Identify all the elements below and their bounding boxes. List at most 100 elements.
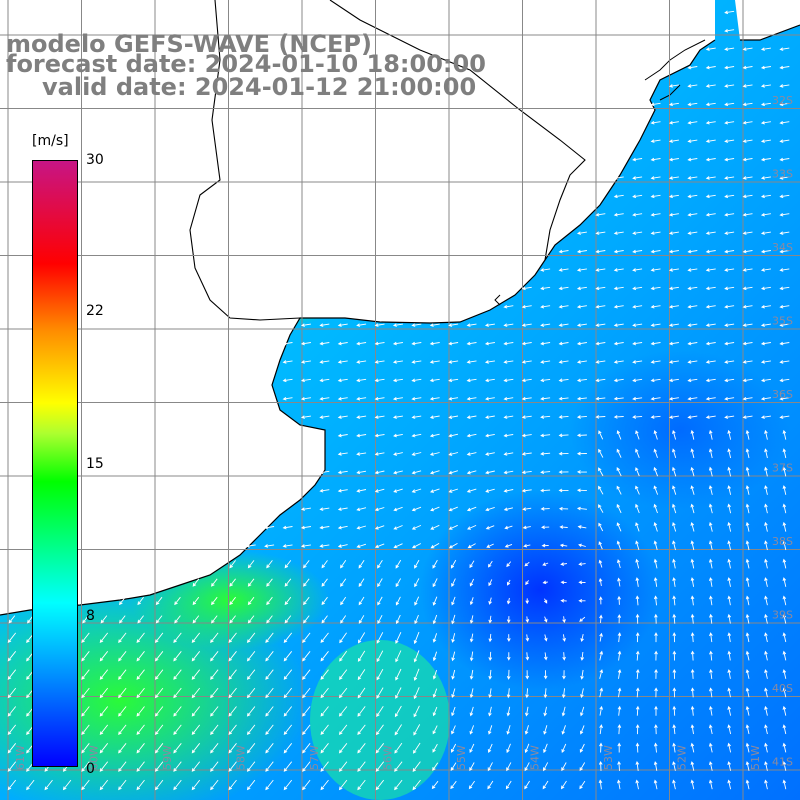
wind-arrow <box>764 577 768 587</box>
wind-arrow <box>745 540 750 551</box>
wind-arrow <box>559 543 568 548</box>
wind-arrow <box>617 632 622 643</box>
wind-arrow <box>488 706 492 717</box>
wind-arrow <box>764 503 768 514</box>
wind-arrow <box>595 268 606 272</box>
wind-arrow <box>99 724 109 736</box>
wind-arrow <box>672 705 677 716</box>
wind-arrow <box>357 743 366 754</box>
wind-arrow <box>211 615 218 624</box>
wind-arrow <box>595 360 606 364</box>
wind-arrow <box>377 614 383 625</box>
wind-arrow <box>356 396 367 401</box>
wind-arrow <box>617 577 621 587</box>
wind-arrow <box>653 558 658 569</box>
wind-arrow <box>617 724 622 735</box>
wind-arrow <box>340 615 347 624</box>
wind-arrow <box>779 231 790 235</box>
latitude-label: 39S <box>772 609 793 622</box>
wind-arrow <box>613 176 624 180</box>
wind-arrow <box>522 525 531 530</box>
wind-arrow <box>687 194 698 199</box>
wind-arrow <box>246 706 256 717</box>
wind-arrow <box>469 669 474 680</box>
wind-arrow <box>320 743 329 754</box>
colorbar-tick-8: 8 <box>86 608 95 624</box>
wind-arrow <box>599 632 603 642</box>
wind-arrow <box>599 650 604 661</box>
wind-arrow <box>635 742 640 753</box>
wind-arrow <box>375 779 385 791</box>
wind-arrow <box>357 706 366 717</box>
wind-arrow <box>506 743 511 754</box>
wind-arrow <box>392 415 403 419</box>
wind-arrow <box>779 268 790 272</box>
wind-arrow <box>708 466 713 477</box>
wind-arrow <box>668 360 679 364</box>
wind-arrow <box>562 670 566 680</box>
wind-arrow <box>485 525 495 530</box>
wind-arrow <box>431 780 439 790</box>
wind-arrow <box>690 613 695 624</box>
wind-arrow <box>488 579 493 587</box>
wind-arrow <box>99 779 109 791</box>
wind-arrow <box>635 668 640 679</box>
wind-arrow <box>524 706 529 717</box>
wind-arrow <box>451 651 456 662</box>
wind-arrow <box>118 761 127 772</box>
wind-arrow <box>451 578 456 588</box>
wind-arrow <box>724 212 735 217</box>
wind-arrow <box>576 433 587 438</box>
wind-arrow <box>617 760 621 771</box>
wind-arrow <box>506 706 511 717</box>
wind-arrow <box>448 506 458 512</box>
wind-arrow <box>672 742 676 753</box>
wind-arrow <box>650 396 661 401</box>
wind-arrow <box>562 634 566 642</box>
wind-arrow <box>356 378 367 383</box>
longitude-label: 57W <box>308 745 321 770</box>
wind-arrow <box>137 596 144 606</box>
wind-arrow <box>598 760 603 771</box>
wind-arrow <box>282 396 293 401</box>
wind-arrow <box>690 540 695 551</box>
wind-arrow <box>245 544 256 548</box>
wind-arrow <box>727 485 732 495</box>
wind-arrow <box>488 669 492 680</box>
wind-arrow <box>668 249 679 254</box>
wind-arrow <box>337 470 348 475</box>
wind-arrow <box>558 415 569 419</box>
wind-arrow <box>540 396 551 401</box>
wind-arrow <box>672 558 676 569</box>
wind-arrow <box>448 452 459 456</box>
wind-arrow <box>485 506 495 512</box>
wind-arrow <box>247 578 255 587</box>
wind-arrow <box>411 506 422 512</box>
wind-arrow <box>430 506 440 512</box>
wind-arrow <box>687 139 698 143</box>
wind-arrow <box>687 249 698 254</box>
wind-arrow <box>687 268 698 272</box>
wind-arrow <box>376 632 384 644</box>
wind-arrow <box>782 503 787 514</box>
longitude-labels: 61W 60W 59W 58W 57W 56W 55W 54W 53W 52W 51W <box>14 745 762 770</box>
wind-arrow <box>705 176 716 180</box>
wind-arrow <box>764 669 768 679</box>
wind-arrow <box>283 779 293 791</box>
wind-arrow <box>540 286 551 291</box>
wind-arrow <box>617 742 621 753</box>
wind-arrow <box>782 577 787 587</box>
wind-arrow <box>760 360 771 364</box>
wind-arrow <box>580 706 585 717</box>
wind-arrow <box>339 650 348 662</box>
wind-arrow <box>412 761 421 772</box>
wind-arrow <box>760 323 771 327</box>
wind-arrow <box>709 687 713 698</box>
wind-arrow <box>705 415 716 419</box>
wind-arrow <box>690 558 695 569</box>
wind-arrow <box>672 779 676 790</box>
wind-arrow <box>429 433 440 438</box>
wind-arrow <box>687 120 698 125</box>
wind-arrow <box>709 650 713 661</box>
